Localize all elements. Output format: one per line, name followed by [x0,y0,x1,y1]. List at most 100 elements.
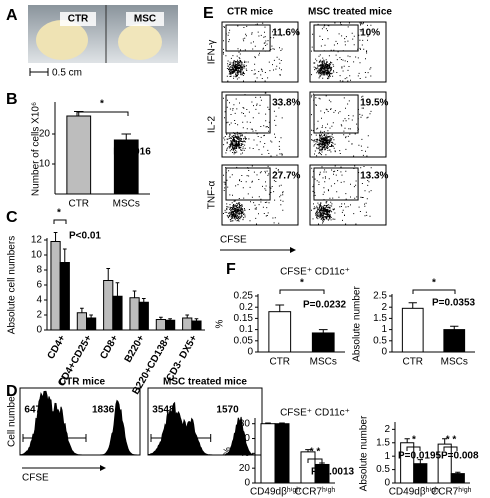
panel-label: F [226,261,236,278]
error-bar [279,422,285,424]
column-header: CTR mice [59,377,106,388]
y-tick-label: 80 [239,418,251,429]
p-value: P=0.008 [441,451,479,462]
bar [260,423,276,484]
y-tick-label: 2 [381,302,387,313]
bar [311,332,335,353]
y-tick-label: 0.15 [234,313,254,324]
x-tick-label: CD4+ [46,333,69,361]
y-axis-label: Absolute cell numbers [7,236,18,334]
panel-label: C [6,209,18,226]
x-axis-label: CFSE [220,235,247,246]
count: 1836 [92,405,115,416]
dots [311,165,372,225]
bar [103,280,114,331]
significance-bracket [279,289,325,294]
gate-percent: 33.8% [272,98,300,109]
label-box [126,12,164,26]
y-tick-label: 0.5 [376,464,390,475]
row-label: TNF-α [207,181,218,210]
significance-star: * [300,278,304,289]
error-bar [168,318,172,321]
y-tick-label: 10 [31,250,43,261]
y-tick-label: 0 [244,478,250,489]
significance-star: * * [446,435,457,446]
bar [443,329,466,353]
error-bar [89,314,93,318]
y-tick-label: 0 [384,478,390,489]
error-bar [62,248,67,263]
x-tick-label: MSCs [441,357,468,368]
panel-title: CFSE⁺ CD11c⁺ [280,267,350,278]
error-bar [194,318,199,321]
bar [191,320,202,331]
error-bar [159,316,163,320]
error-bar [80,307,84,313]
gate-percent: 13.3% [360,171,388,182]
x-tick-label: CTR [402,357,423,368]
dots [223,165,284,225]
row-label: IL-2 [207,115,218,133]
x-tick-label: CTR [68,199,89,210]
bar [450,473,465,484]
p-value: P=0.0232 [303,300,347,311]
y-tick-label: 10 [39,159,51,170]
tissue [36,20,88,60]
error-bar [132,290,137,298]
p-value: P<0.01 [69,231,101,242]
bar [182,317,193,331]
gate-percent: 10% [360,28,380,39]
bar [413,463,428,484]
bar [66,115,92,195]
gate [225,24,271,52]
error-bar [185,314,190,318]
x-tick-label: CCR7ʰⁱᵍʰ [295,487,336,498]
error-bar [265,422,271,424]
histogram [19,390,140,456]
y-tick-label: 0.25 [234,291,254,302]
y-tick-label: 1.5 [376,437,390,448]
y-tick-label: 0 [247,347,253,358]
p-value: P=0.0013 [311,467,355,478]
marker-bar [150,434,212,442]
y-axis-label: % [215,319,226,328]
y-axis-label: Absolute number [352,286,363,362]
y-tick-label: 20 [39,129,51,140]
tissue [118,24,162,60]
y-tick-label: 8 [36,265,42,276]
x-tick-label: CD49dβʰⁱᵍʰ [389,487,439,498]
bar [129,297,140,331]
significance-star: * [412,435,416,446]
y-tick-label: 2 [36,310,42,321]
x-tick-label: CCR7ʰⁱᵍʰ [431,487,472,498]
y-tick-label: 20 [239,463,251,474]
significance-star: * * [310,447,321,458]
x-tick-label: CTR [269,357,290,368]
y-tick-label: 0 [381,347,387,358]
x-tick-label: B220+ [123,333,147,364]
y-axis-label: Absolute number [359,415,370,491]
bar [165,319,176,331]
plot-frame [309,164,387,226]
gate [313,24,359,52]
y-tick-label: 0.1 [239,324,253,335]
x-tick-label: MSCs [310,357,337,368]
significance-bracket [406,446,421,451]
panel-label: A [6,7,18,24]
error-bar [106,268,111,281]
panel-label: D [6,383,18,400]
scale-label: 0.5 cm [52,68,82,79]
photo-label: MSC [134,14,156,25]
error-bar [455,471,461,474]
error-bar [121,133,131,140]
bar [401,307,424,353]
y-tick-label: 40 [239,448,251,459]
label-box [60,12,96,26]
count: 3548 [152,405,175,416]
error-bar [115,282,120,297]
y-tick-label: 4 [36,295,42,306]
error-bar [404,438,410,443]
x-tick-label: CD49dβʰⁱᵍʰ [250,487,300,498]
column-header: CTR mice [227,7,274,18]
